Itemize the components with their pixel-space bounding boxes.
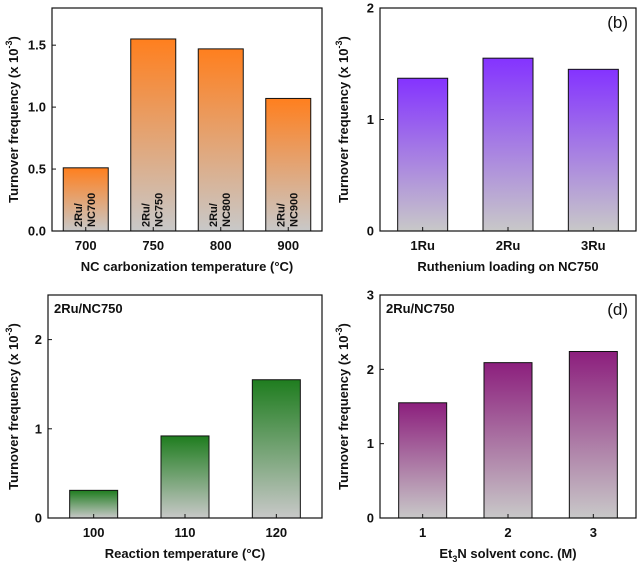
x-axis-title: NC carbonization temperature (°C) [81, 259, 294, 274]
x-tick-label: 750 [142, 238, 164, 253]
x-tick-label: 1Ru [410, 238, 435, 253]
y-tick-label: 1.5 [28, 38, 46, 53]
panel-label: (b) [607, 13, 628, 32]
bar-label: 2Ru/NC750 [140, 193, 165, 227]
x-tick-label: 100 [83, 525, 105, 540]
x-tick-label: 2Ru [496, 238, 521, 253]
bar [130, 38, 177, 232]
x-tick-label: 900 [277, 238, 299, 253]
bar [397, 77, 449, 232]
x-tick-label: 700 [75, 238, 97, 253]
x-axis-title: Et3N solvent conc. (M) [439, 546, 576, 564]
bar [483, 362, 533, 519]
y-tick-label: 0.0 [28, 224, 46, 239]
y-axis-title: Turnover frequency (x 10-3) [4, 36, 21, 203]
y-tick-label: 0.5 [28, 162, 46, 177]
bar [568, 350, 618, 519]
panel-a: 2Ru/NC700 2Ru/NC750 2Ru/NC800 2Ru/NC900 0.0 0… [4, 7, 323, 274]
bar [251, 379, 301, 519]
x-tick-label: 120 [265, 525, 287, 540]
x-tick-label: 1 [419, 525, 426, 540]
y-axis-title: Turnover frequency (x 10-3) [334, 323, 351, 490]
panel-annotation: 2Ru/NC750 [54, 301, 123, 316]
bar [398, 402, 448, 519]
y-tick-label: 0 [35, 511, 42, 526]
bar [197, 48, 244, 232]
bar-label: 2Ru/NC700 [73, 193, 98, 227]
bar [567, 68, 619, 232]
y-tick-label: 2 [367, 362, 374, 377]
x-tick-label: 3Ru [581, 238, 606, 253]
panel-d: 0 1 2 3 1 2 3 Et3N solvent conc. (M) Turnover fr… [334, 288, 637, 564]
y-tick-label: 1.0 [28, 100, 46, 115]
bar [69, 489, 119, 519]
x-tick-label: 3 [590, 525, 597, 540]
x-axis-title: Reaction temperature (°C) [105, 546, 266, 561]
y-tick-label: 0 [367, 511, 374, 526]
x-tick-label: 110 [175, 525, 196, 540]
bar-label: 2Ru/NC900 [275, 193, 300, 227]
x-tick-label: 800 [210, 238, 232, 253]
y-tick-label: 1 [367, 112, 374, 127]
bar [265, 97, 312, 232]
y-tick-label: 1 [367, 436, 374, 451]
bar [160, 435, 210, 519]
panel-annotation: 2Ru/NC750 [386, 301, 455, 316]
bar [482, 57, 534, 232]
bar-label: 2Ru/NC800 [208, 193, 233, 227]
y-tick-label: 0 [367, 224, 374, 239]
plot-frame [51, 7, 323, 232]
x-tick-label: 2 [504, 525, 511, 540]
bar [62, 167, 109, 232]
y-tick-label: 2 [35, 332, 42, 347]
y-tick-label: 1 [35, 421, 42, 436]
y-tick-label: 2 [367, 1, 374, 16]
x-axis-title: Ruthenium loading on NC750 [417, 259, 598, 274]
panel-c: 0 1 2 100 110 120 Reaction temperature (°C) Tur… [4, 294, 323, 561]
y-axis-title: Turnover frequency (x 10-3) [334, 36, 351, 203]
panel-b: 0 1 2 1Ru 2Ru 3Ru Ruthenium loading on NC750 Tu… [334, 1, 637, 274]
y-axis-title: Turnover frequency (x 10-3) [4, 323, 21, 490]
panel-label: (d) [607, 300, 628, 319]
y-tick-label: 3 [367, 288, 374, 303]
